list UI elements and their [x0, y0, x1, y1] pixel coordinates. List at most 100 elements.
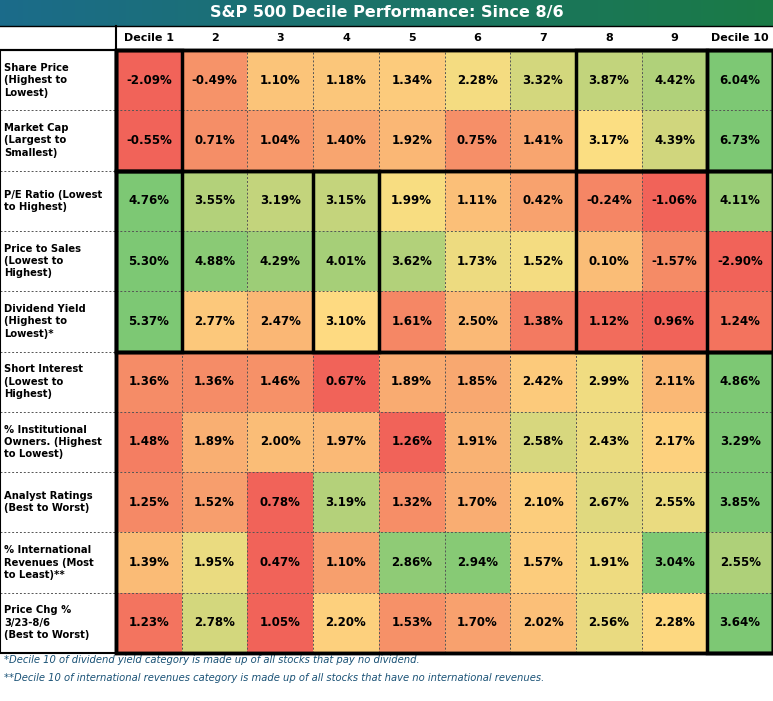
Bar — [510, 231, 576, 291]
Bar — [576, 593, 642, 653]
Text: 0.47%: 0.47% — [260, 556, 301, 569]
Bar — [461, 0, 465, 26]
Bar — [734, 0, 738, 26]
Text: 3.29%: 3.29% — [720, 435, 761, 449]
Text: 7: 7 — [540, 33, 547, 43]
Bar — [247, 411, 313, 472]
Bar — [576, 50, 707, 170]
Bar — [642, 110, 707, 170]
Text: Price Chg %
3/23-8/6
(Best to Worst): Price Chg % 3/23-8/6 (Best to Worst) — [4, 606, 90, 640]
Bar — [139, 0, 143, 26]
Bar — [201, 0, 205, 26]
Bar — [472, 0, 475, 26]
Bar — [458, 0, 462, 26]
Text: 4.01%: 4.01% — [325, 254, 366, 268]
Bar — [224, 0, 228, 26]
Bar — [642, 291, 707, 351]
Text: 3.32%: 3.32% — [523, 74, 564, 87]
Bar — [342, 0, 346, 26]
Text: 3: 3 — [277, 33, 284, 43]
Text: Price to Sales
(Lowest to
Highest): Price to Sales (Lowest to Highest) — [4, 244, 81, 278]
Text: 1.34%: 1.34% — [391, 74, 432, 87]
Text: 2.55%: 2.55% — [720, 556, 761, 569]
Bar — [147, 0, 151, 26]
Bar — [178, 0, 182, 26]
Bar — [744, 0, 748, 26]
Bar — [420, 0, 424, 26]
Bar — [60, 0, 63, 26]
Text: -2.09%: -2.09% — [126, 74, 172, 87]
Bar — [116, 50, 773, 170]
Bar — [444, 110, 510, 170]
Bar — [116, 351, 182, 411]
Bar — [642, 0, 645, 26]
Bar — [642, 50, 707, 110]
Bar — [526, 0, 530, 26]
Text: 6.04%: 6.04% — [720, 74, 761, 87]
Bar — [247, 351, 313, 411]
Bar — [765, 0, 769, 26]
Bar — [301, 0, 305, 26]
Bar — [593, 0, 596, 26]
Text: 1.57%: 1.57% — [523, 556, 564, 569]
Bar — [162, 0, 166, 26]
Bar — [425, 0, 429, 26]
Bar — [340, 0, 344, 26]
Bar — [707, 411, 773, 472]
Bar — [330, 0, 333, 26]
Text: 1.97%: 1.97% — [325, 435, 366, 449]
Bar — [576, 351, 642, 411]
Text: 5.30%: 5.30% — [128, 254, 169, 268]
Bar — [322, 0, 325, 26]
Bar — [665, 0, 669, 26]
Bar — [67, 0, 70, 26]
Bar — [313, 231, 379, 291]
Text: 4.29%: 4.29% — [260, 254, 301, 268]
Text: 1.53%: 1.53% — [391, 616, 432, 629]
Bar — [576, 170, 707, 351]
Bar — [366, 0, 369, 26]
Bar — [557, 0, 560, 26]
Bar — [576, 291, 642, 351]
Text: 1.61%: 1.61% — [391, 315, 432, 328]
Bar — [363, 0, 367, 26]
Text: 1.73%: 1.73% — [457, 254, 498, 268]
Bar — [247, 532, 313, 593]
Bar — [576, 532, 642, 593]
Bar — [379, 291, 444, 351]
Bar — [510, 532, 576, 593]
Bar — [639, 0, 642, 26]
Text: 1.70%: 1.70% — [457, 616, 498, 629]
Bar — [296, 0, 300, 26]
Text: 1.36%: 1.36% — [194, 375, 235, 388]
Bar — [441, 0, 444, 26]
Bar — [114, 0, 117, 26]
Bar — [116, 351, 773, 653]
Bar — [247, 110, 313, 170]
Bar — [696, 0, 700, 26]
Bar — [307, 0, 310, 26]
Text: 1.10%: 1.10% — [260, 74, 301, 87]
Text: 0.10%: 0.10% — [588, 254, 629, 268]
Bar — [0, 50, 116, 653]
Text: 1.10%: 1.10% — [325, 556, 366, 569]
Bar — [313, 170, 379, 351]
Bar — [62, 0, 66, 26]
Bar — [642, 231, 707, 291]
Bar — [451, 0, 455, 26]
Bar — [464, 0, 468, 26]
Bar — [15, 0, 19, 26]
Bar — [137, 0, 140, 26]
Text: 2.78%: 2.78% — [194, 616, 235, 629]
Bar — [373, 0, 377, 26]
Bar — [446, 0, 449, 26]
Bar — [172, 0, 176, 26]
Bar — [247, 170, 313, 231]
Text: 3.87%: 3.87% — [588, 74, 629, 87]
Bar — [644, 0, 648, 26]
Text: 2.02%: 2.02% — [523, 616, 564, 629]
Bar — [379, 231, 444, 291]
Bar — [727, 0, 730, 26]
Text: 2.47%: 2.47% — [260, 315, 301, 328]
Text: 1.25%: 1.25% — [128, 496, 169, 509]
